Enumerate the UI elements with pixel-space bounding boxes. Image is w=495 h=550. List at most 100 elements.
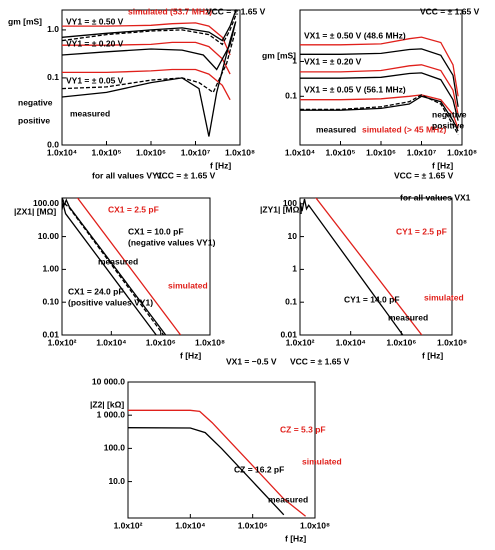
x-tick-label: 1.0x10⁶ xyxy=(238,520,268,530)
annotation: CZ = 5.3 pF xyxy=(280,424,326,434)
series-line xyxy=(300,64,459,115)
x-axis-label: f [Hz] xyxy=(422,350,443,360)
x-tick-label: 1.0x10⁴ xyxy=(285,147,315,157)
annotation: VCC = ± 1.65 V xyxy=(394,170,454,180)
x-tick-label: 1.0x10⁸ xyxy=(195,337,225,347)
x-tick-label: 1.0x10⁸ xyxy=(225,147,255,157)
x-tick-label: 1.0x10⁵ xyxy=(326,147,356,157)
series-line xyxy=(300,36,459,97)
y-tick-label: 0.1 xyxy=(47,72,59,82)
x-axis-label: f [Hz] xyxy=(210,160,231,170)
plot-frame xyxy=(299,197,453,336)
series-line xyxy=(62,15,237,46)
x-tick-label: 1.0x10² xyxy=(286,337,315,347)
y-tick-label: 100 xyxy=(283,198,297,208)
annotation: simulated xyxy=(168,280,208,290)
y-tick-label: 1.0 xyxy=(47,24,59,34)
x-axis-label: f [Hz] xyxy=(432,160,453,170)
y-tick-label: 1 xyxy=(292,264,297,274)
y-tick-label: 0.10 xyxy=(42,296,59,306)
series-line xyxy=(300,94,459,129)
series-line xyxy=(76,198,182,335)
annotation: simulated (53.7 MHz) xyxy=(128,6,212,16)
annotation: for all values VX1 xyxy=(400,192,471,202)
annotation: simulated xyxy=(302,456,342,466)
x-tick-label: 1.0x10⁸ xyxy=(300,520,330,530)
series-line xyxy=(300,48,459,107)
plot-frame xyxy=(127,381,316,519)
annotation: VCC = ± 1.65 V xyxy=(420,6,480,16)
annotation: VCC = ± 1.65 V xyxy=(206,6,266,16)
series-line xyxy=(300,94,459,135)
series-line xyxy=(62,68,231,101)
x-tick-label: 1.0x10⁵ xyxy=(92,147,122,157)
y-tick-label: 100.0 xyxy=(104,443,126,453)
annotation: negative xyxy=(432,109,467,119)
y-tick-label: 10.00 xyxy=(38,231,60,241)
y-tick-label: 1 xyxy=(292,56,297,66)
annotation: VX1 = ± 0.20 V xyxy=(304,56,362,66)
y-axis-label: |ZY1| [MΩ] xyxy=(260,204,302,214)
y-axis-label: gm [mS] xyxy=(8,16,42,26)
x-axis-label: f [Hz] xyxy=(285,533,306,543)
annotation: positive xyxy=(18,115,50,125)
y-tick-label: 10.0 xyxy=(108,476,125,486)
y-tick-label: 0.1 xyxy=(285,91,297,101)
x-tick-label: 1.0x10⁶ xyxy=(136,147,166,157)
y-tick-label: 1 000.0 xyxy=(97,409,126,419)
x-tick-label: 1.0x10⁸ xyxy=(447,147,477,157)
y-axis-label: |Z2| [kΩ] xyxy=(90,399,124,409)
annotation: measured xyxy=(70,108,110,118)
series-line xyxy=(62,198,167,335)
y-axis-label: gm [mS] xyxy=(262,50,296,60)
annotation: VX1 = ± 0.05 V (56.1 MHz) xyxy=(304,84,406,94)
series-line xyxy=(62,29,237,94)
y-axis-label: |ZX1| [MΩ] xyxy=(14,206,56,216)
series-line xyxy=(62,41,231,75)
x-tick-label: 1.0x10⁷ xyxy=(407,147,437,157)
series-line xyxy=(300,198,404,335)
annotation: (negative values VY1) xyxy=(128,237,216,247)
x-tick-label: 1.0x10⁶ xyxy=(386,337,416,347)
series-line xyxy=(128,427,285,516)
series-line xyxy=(300,95,459,132)
annotation: VX1 = ± 0.50 V (48.6 MHz) xyxy=(304,30,406,40)
y-tick-label: 0.0 xyxy=(47,139,59,149)
y-tick-label: 100.00 xyxy=(33,198,59,208)
y-tick-label: 10 000.0 xyxy=(92,376,125,386)
annotation: CX1 = 24.0 pF xyxy=(68,286,124,296)
annotation: CX1 = 10.0 pF xyxy=(128,226,184,236)
annotation: (positive values VY1) xyxy=(68,297,153,307)
annotation: VCC = ± 1.65 V xyxy=(156,170,216,180)
annotation: VCC = ± 1.65 V xyxy=(290,356,350,366)
y-tick-label: 0.01 xyxy=(280,329,297,339)
x-tick-label: 1.0x10⁶ xyxy=(146,337,176,347)
x-tick-label: 1.0x10⁴ xyxy=(96,337,126,347)
x-tick-label: 1.0x10⁷ xyxy=(181,147,211,157)
x-tick-label: 1.0x10⁴ xyxy=(336,337,366,347)
series-line xyxy=(300,72,459,121)
x-tick-label: 1.0x10⁴ xyxy=(47,147,77,157)
annotation: CY1 = 2.5 pF xyxy=(396,226,447,236)
x-tick-label: 1.0x10⁶ xyxy=(366,147,396,157)
annotation: negative xyxy=(18,97,53,107)
annotation: CY1 = 14.0 pF xyxy=(344,294,400,304)
y-tick-label: 10 xyxy=(288,231,298,241)
annotation: measured xyxy=(268,494,308,504)
annotation: measured xyxy=(388,312,428,322)
x-tick-label: 1.0x10⁸ xyxy=(437,337,467,347)
plot-frame xyxy=(61,197,211,336)
series-line xyxy=(62,198,165,335)
annotation: simulated xyxy=(424,292,464,302)
annotation: measured xyxy=(98,256,138,266)
series-line xyxy=(62,203,157,335)
annotation: for all values VY1 xyxy=(92,170,163,180)
series-line xyxy=(62,22,231,56)
series-line xyxy=(128,409,307,517)
annotation: VY1 = ± 0.20 V xyxy=(66,38,124,48)
x-axis-label: f [Hz] xyxy=(180,350,201,360)
annotation: VY1 = ± 0.05 V xyxy=(66,75,124,85)
annotation: VX1 = −0.5 V xyxy=(226,356,277,366)
series-line xyxy=(315,198,423,335)
